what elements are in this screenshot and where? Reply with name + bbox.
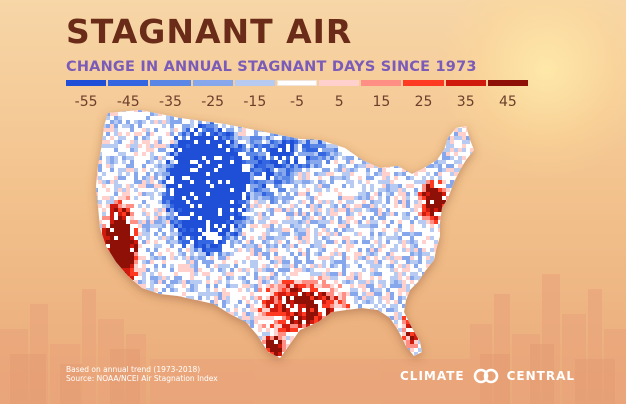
legend-tick-label: 25: [414, 94, 433, 110]
legend-tick-label: -35: [159, 94, 182, 110]
page-title: STAGNANT AIR: [66, 12, 353, 51]
legend-swatch: [192, 80, 233, 86]
legend-tick-label: 5: [334, 94, 344, 110]
brand-left-text: CLIMATE: [400, 369, 465, 383]
color-legend-bar: [66, 80, 528, 88]
legend-swatch: [276, 80, 318, 86]
legend-swatch: [108, 80, 149, 86]
page-subtitle: CHANGE IN ANNUAL STAGNANT DAYS SINCE 197…: [66, 59, 477, 75]
footnote-line-1: Based on annual trend (1973-2018): [66, 365, 201, 374]
legend-tick-label: 45: [498, 94, 517, 110]
legend-swatch: [361, 80, 402, 86]
legend-swatch: [319, 80, 360, 86]
brand-right-text: CENTRAL: [506, 369, 576, 383]
city-skyline-background: [0, 274, 626, 404]
footnote: Based on annual trend (1973-2018) Source…: [66, 365, 218, 383]
legend-tick-label: -15: [243, 94, 267, 110]
legend-tick-label: 15: [372, 94, 391, 110]
legend-swatch: [487, 80, 528, 86]
footnote-line-2: Source: NOAA/NCEI Air Stagnation Index: [66, 374, 218, 383]
climate-central-logo-icon: [473, 368, 498, 384]
legend-tick-label: -45: [116, 94, 140, 110]
legend-tick-label: -25: [201, 94, 225, 110]
legend-tick-label: -5: [290, 94, 304, 110]
legend-swatch: [445, 80, 486, 86]
legend-swatch: [150, 80, 191, 86]
legend-tick-label: -55: [74, 94, 98, 110]
legend-swatch: [66, 80, 107, 86]
legend-swatch: [234, 80, 275, 86]
brand-logo-block: CLIMATE CENTRAL: [400, 366, 575, 386]
legend-tick-label: 35: [456, 94, 475, 110]
legend-swatch: [403, 80, 444, 86]
